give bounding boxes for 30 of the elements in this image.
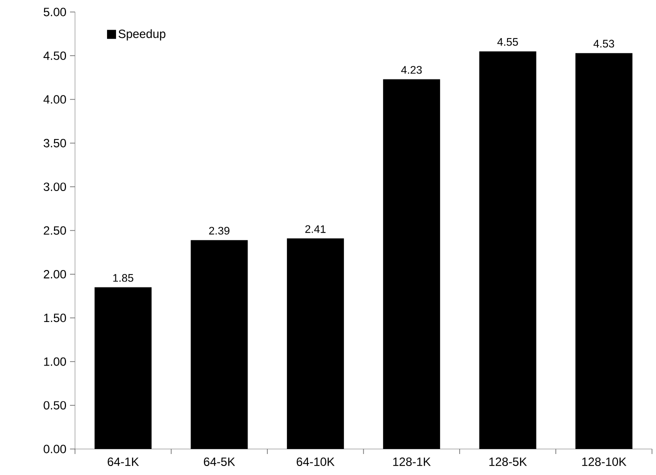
- bar: [190, 240, 248, 449]
- data-label: 1.85: [113, 274, 134, 282]
- y-tick-label: 5.00: [44, 8, 66, 16]
- y-tick-label: 3.00: [44, 182, 66, 192]
- bar: [286, 238, 344, 449]
- bar: [575, 53, 632, 449]
- x-tick-label: 128-10K: [582, 458, 626, 466]
- y-tick-label: 3.50: [44, 138, 66, 148]
- data-label: 4.53: [594, 40, 614, 48]
- y-tick-label: 4.50: [43, 51, 66, 60]
- data-label: 2.39: [209, 226, 230, 235]
- bar: [479, 51, 536, 449]
- y-tick-label: 2.50: [44, 226, 66, 235]
- x-tick-label: 64-1K: [108, 458, 139, 466]
- data-label: 2.41: [305, 225, 326, 233]
- bar: [383, 79, 440, 449]
- y-tick-label: 0.50: [44, 401, 66, 410]
- x-tick-label: 64-5K: [204, 458, 236, 466]
- legend-label: Speedup: [118, 29, 166, 40]
- data-label: 4.23: [401, 66, 422, 74]
- y-tick-label: 0.00: [44, 444, 66, 454]
- y-tick-label: 2.00: [44, 270, 66, 278]
- x-tick-label: 128-1K: [393, 458, 431, 466]
- x-tick-label: 64-10K: [296, 458, 335, 466]
- y-tick-label: 4.00: [43, 95, 66, 104]
- x-tick-label: 128-5K: [489, 458, 527, 466]
- bar: [94, 287, 152, 449]
- y-tick-label: 1.50: [44, 314, 66, 322]
- y-tick-label: 1.00: [44, 357, 66, 366]
- data-label: 4.55: [497, 38, 518, 46]
